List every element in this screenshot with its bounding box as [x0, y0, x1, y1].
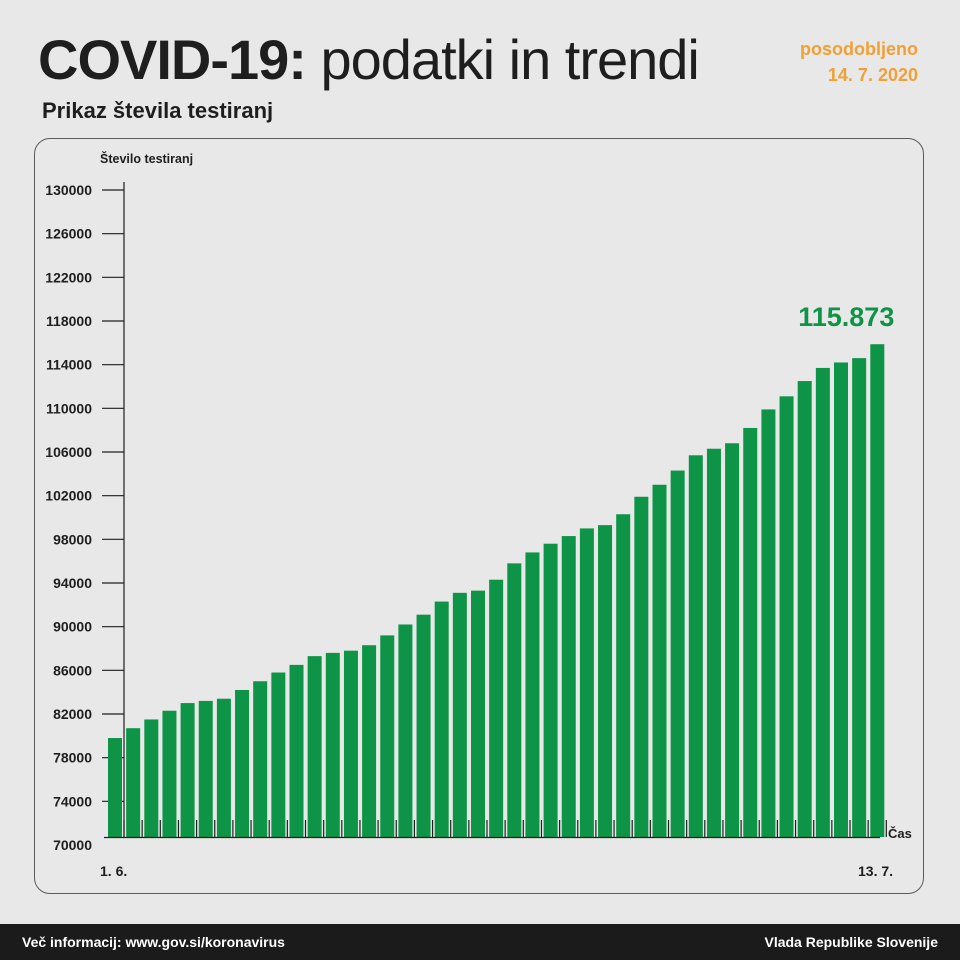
bar	[398, 624, 413, 837]
bar	[561, 536, 576, 837]
footer-more-info: Več informacij: www.gov.si/koronavirus	[22, 934, 285, 950]
bar	[543, 543, 558, 837]
title-rest: podatki in trendi	[305, 28, 699, 91]
bar	[452, 592, 467, 837]
y-tick-label: 74000	[53, 793, 92, 809]
bar	[216, 698, 231, 837]
x-tick-label-start: 1. 6.	[100, 863, 127, 879]
latest-value-label: 115.873	[798, 302, 894, 332]
bar	[108, 738, 122, 837]
bar	[598, 525, 613, 837]
bar	[235, 689, 250, 837]
y-axis-label: Število testiranj	[100, 151, 193, 166]
bar	[688, 455, 703, 837]
y-tick-label: 102000	[45, 488, 92, 504]
bar	[434, 601, 449, 837]
chart-panel	[34, 138, 924, 894]
x-axis-label: Čas	[888, 826, 912, 841]
y-tick-label: 122000	[45, 269, 92, 285]
updated-date: 14. 7. 2020	[827, 65, 918, 85]
y-tick-label: 70000	[53, 837, 92, 853]
bar	[652, 484, 667, 837]
bar	[706, 448, 721, 837]
bar-chart: Število testiranj 130000 126000 122000 11800…	[45, 151, 912, 879]
bar	[852, 358, 867, 837]
bar	[725, 443, 740, 837]
title-strong: COVID-19:	[38, 28, 307, 91]
bar	[271, 672, 286, 837]
y-tick-label: 90000	[53, 619, 92, 635]
chart-subtitle: Prikaz števila testiranj	[42, 98, 274, 123]
footer-government: Vlada Republike Slovenije	[764, 934, 938, 950]
y-tick-label: 98000	[53, 531, 92, 547]
bar	[670, 470, 685, 837]
bar	[343, 650, 358, 837]
bar	[180, 703, 195, 837]
bar	[761, 409, 776, 837]
y-tick-label: 94000	[53, 575, 92, 591]
bar	[616, 514, 631, 837]
x-tick-label-end: 13. 7.	[858, 863, 893, 879]
updated-label: posodobljeno	[800, 39, 918, 59]
update-info: posodobljeno 14. 7. 2020	[800, 36, 918, 88]
bar	[634, 496, 649, 837]
bar	[362, 645, 377, 837]
bar	[162, 710, 177, 837]
y-tick-label: 78000	[53, 750, 92, 766]
bar	[870, 344, 885, 837]
y-tick-label: 114000	[46, 357, 92, 373]
bar	[325, 652, 340, 837]
bar	[307, 656, 322, 837]
y-tick-label: 106000	[45, 444, 92, 460]
bar	[507, 563, 522, 837]
bar	[416, 614, 431, 837]
bar	[380, 635, 395, 837]
bar	[834, 362, 848, 837]
y-tick-label: 126000	[45, 226, 92, 242]
y-tick-label: 118000	[46, 313, 92, 329]
bar	[779, 396, 794, 837]
footer-bar: Več informacij: www.gov.si/koronavirus V…	[0, 924, 960, 960]
bar	[815, 367, 830, 837]
bar	[289, 664, 304, 838]
bar	[743, 427, 758, 837]
bar	[144, 719, 159, 837]
y-tick-label: 82000	[53, 706, 92, 722]
bar	[198, 700, 213, 837]
bar	[471, 590, 485, 837]
bar	[797, 381, 812, 837]
page-title: COVID-19: podatki in trendi	[38, 22, 700, 98]
y-tick-label: 110000	[46, 400, 92, 416]
bar	[489, 579, 504, 837]
bar	[525, 552, 540, 837]
y-tick-label: 130000	[45, 182, 92, 198]
bar	[579, 528, 594, 837]
bar	[126, 728, 141, 837]
y-tick-label: 86000	[53, 662, 92, 678]
bar	[253, 681, 268, 837]
